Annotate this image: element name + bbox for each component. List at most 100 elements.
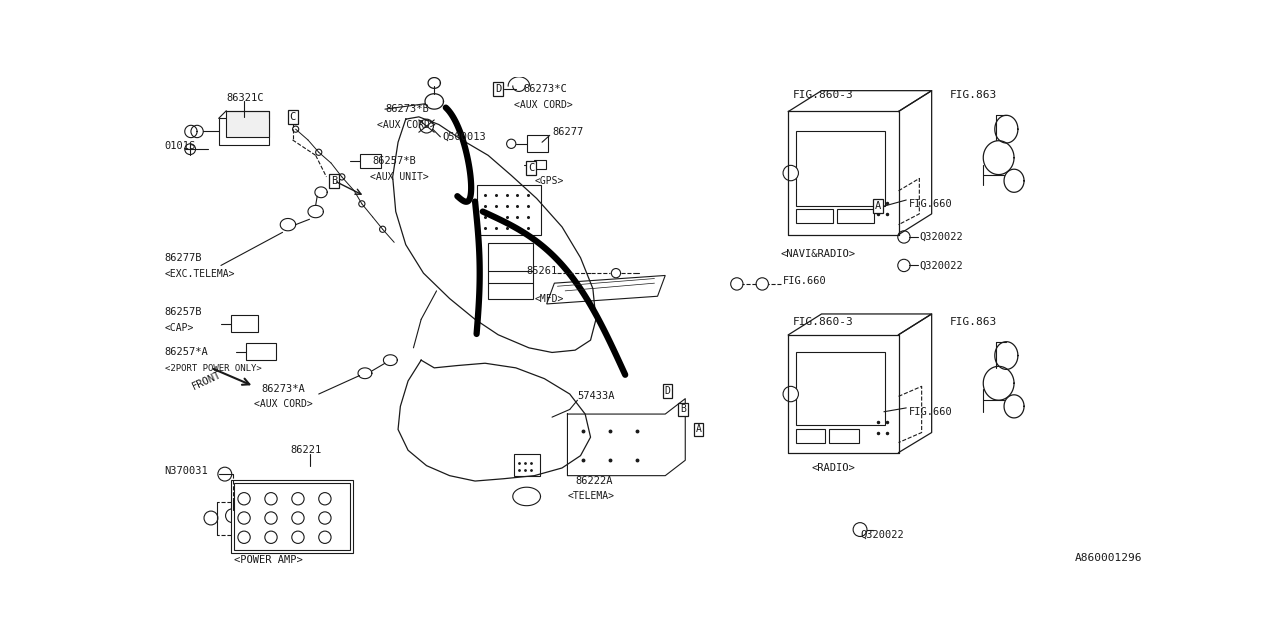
Circle shape bbox=[507, 139, 516, 148]
Text: <AUX UNIT>: <AUX UNIT> bbox=[370, 172, 429, 182]
Bar bbox=[488, 243, 532, 298]
Circle shape bbox=[319, 512, 332, 524]
Circle shape bbox=[852, 523, 867, 536]
Text: A: A bbox=[874, 201, 881, 211]
Bar bbox=[230, 316, 257, 332]
Circle shape bbox=[218, 467, 232, 481]
Text: 86273*B: 86273*B bbox=[385, 104, 429, 114]
Bar bbox=[246, 343, 275, 360]
Text: FIG.660: FIG.660 bbox=[909, 199, 952, 209]
Circle shape bbox=[783, 165, 799, 180]
Text: 86273*C: 86273*C bbox=[524, 84, 567, 94]
Circle shape bbox=[265, 493, 278, 505]
Text: <GPS>: <GPS> bbox=[534, 176, 563, 186]
Text: 86277B: 86277B bbox=[165, 253, 202, 263]
Bar bbox=[477, 184, 540, 235]
Text: FIG.860-3: FIG.860-3 bbox=[794, 317, 854, 326]
Bar bbox=[513, 454, 540, 476]
Text: B: B bbox=[680, 404, 686, 415]
Circle shape bbox=[204, 511, 218, 525]
Text: D: D bbox=[495, 84, 502, 94]
Circle shape bbox=[238, 531, 250, 543]
Text: B: B bbox=[332, 176, 337, 186]
Circle shape bbox=[238, 493, 250, 505]
Text: D: D bbox=[664, 386, 671, 396]
Text: 85261: 85261 bbox=[526, 266, 558, 276]
Text: 86321C: 86321C bbox=[227, 93, 264, 103]
Text: <TELEMA>: <TELEMA> bbox=[567, 492, 614, 502]
Circle shape bbox=[339, 174, 344, 180]
Circle shape bbox=[265, 512, 278, 524]
Circle shape bbox=[756, 278, 768, 290]
Text: 86257*B: 86257*B bbox=[372, 157, 416, 166]
Text: <2PORT POWER ONLY>: <2PORT POWER ONLY> bbox=[165, 364, 261, 373]
Text: Q500013: Q500013 bbox=[442, 132, 485, 142]
Text: 0101S: 0101S bbox=[165, 141, 196, 151]
Circle shape bbox=[191, 125, 204, 138]
Circle shape bbox=[184, 144, 196, 155]
Text: FIG.660: FIG.660 bbox=[783, 276, 827, 286]
Text: Q320022: Q320022 bbox=[919, 232, 963, 242]
Text: <AUX CORD>: <AUX CORD> bbox=[378, 120, 436, 131]
Circle shape bbox=[319, 493, 332, 505]
Text: C: C bbox=[289, 112, 296, 122]
Text: <CAP>: <CAP> bbox=[165, 323, 195, 333]
Bar bbox=[796, 352, 884, 425]
Text: <AUX CORD>: <AUX CORD> bbox=[513, 99, 572, 109]
Text: 86277: 86277 bbox=[552, 127, 584, 137]
Circle shape bbox=[358, 201, 365, 207]
Bar bbox=[829, 429, 859, 442]
Circle shape bbox=[292, 531, 305, 543]
Circle shape bbox=[225, 509, 239, 523]
Bar bbox=[526, 135, 548, 152]
Bar bbox=[227, 111, 269, 137]
Circle shape bbox=[319, 531, 332, 543]
Text: <AUX CORD>: <AUX CORD> bbox=[253, 399, 312, 409]
Text: FIG.863: FIG.863 bbox=[950, 317, 997, 326]
Circle shape bbox=[316, 149, 321, 156]
Text: 86221: 86221 bbox=[291, 445, 321, 455]
Circle shape bbox=[265, 531, 278, 543]
Text: 86222A: 86222A bbox=[575, 476, 613, 486]
Bar bbox=[534, 160, 545, 169]
Text: FIG.860-3: FIG.860-3 bbox=[794, 90, 854, 100]
Circle shape bbox=[420, 119, 434, 133]
Text: FRONT: FRONT bbox=[191, 370, 223, 392]
Text: <NAVI&RADIO>: <NAVI&RADIO> bbox=[781, 249, 856, 259]
Bar bbox=[234, 483, 349, 550]
Circle shape bbox=[292, 493, 305, 505]
Text: 57433A: 57433A bbox=[577, 391, 614, 401]
Text: FIG.660: FIG.660 bbox=[909, 407, 952, 417]
Text: C: C bbox=[529, 163, 534, 173]
Circle shape bbox=[293, 126, 298, 132]
Bar bbox=[796, 131, 884, 206]
Text: A860001296: A860001296 bbox=[1075, 554, 1143, 563]
Text: 86257*A: 86257*A bbox=[165, 348, 209, 358]
Circle shape bbox=[897, 231, 910, 243]
Text: Q320022: Q320022 bbox=[860, 530, 904, 540]
Text: <POWER AMP>: <POWER AMP> bbox=[234, 556, 303, 565]
Bar bbox=[219, 118, 269, 145]
Text: <RADIO>: <RADIO> bbox=[812, 463, 855, 473]
Circle shape bbox=[783, 387, 799, 402]
Circle shape bbox=[731, 278, 742, 290]
Text: FIG.863: FIG.863 bbox=[950, 90, 997, 100]
Bar bbox=[796, 429, 826, 442]
Circle shape bbox=[238, 512, 250, 524]
Text: N370031: N370031 bbox=[165, 466, 209, 476]
Bar bbox=[796, 209, 833, 223]
Bar bbox=[837, 209, 874, 223]
Text: <MFD>: <MFD> bbox=[534, 294, 563, 303]
Text: <EXC.TELEMA>: <EXC.TELEMA> bbox=[165, 269, 236, 279]
Circle shape bbox=[612, 269, 621, 278]
Circle shape bbox=[292, 512, 305, 524]
Circle shape bbox=[897, 259, 910, 271]
Text: 86273*A: 86273*A bbox=[262, 383, 306, 394]
Polygon shape bbox=[547, 275, 666, 304]
Bar bbox=[230, 479, 352, 553]
Bar bbox=[360, 154, 381, 168]
Circle shape bbox=[380, 226, 385, 232]
Text: A: A bbox=[695, 424, 701, 435]
Text: Q320022: Q320022 bbox=[919, 260, 963, 271]
Text: 86257B: 86257B bbox=[165, 307, 202, 317]
